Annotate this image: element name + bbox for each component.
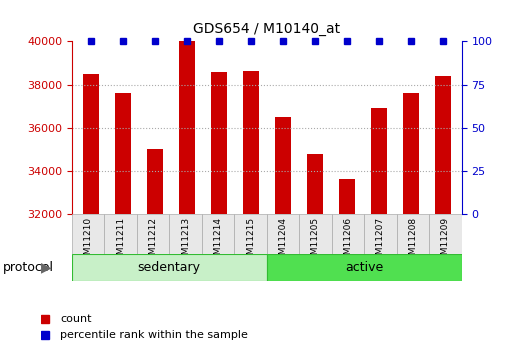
Bar xyxy=(307,154,323,214)
Bar xyxy=(267,214,299,254)
Bar xyxy=(397,214,429,254)
Bar xyxy=(137,214,169,254)
Bar xyxy=(211,71,227,214)
Text: GSM11214: GSM11214 xyxy=(213,217,223,266)
Bar xyxy=(115,93,131,214)
Text: GSM11209: GSM11209 xyxy=(441,217,450,266)
Text: GSM11212: GSM11212 xyxy=(149,217,157,266)
Bar xyxy=(202,214,234,254)
Text: GSM11205: GSM11205 xyxy=(311,217,320,266)
Bar xyxy=(339,179,354,214)
Bar xyxy=(299,214,332,254)
Text: GSM11207: GSM11207 xyxy=(376,217,385,266)
Bar xyxy=(364,214,397,254)
Bar xyxy=(403,93,419,214)
Bar xyxy=(72,254,267,281)
Text: GSM11204: GSM11204 xyxy=(279,217,287,266)
Text: active: active xyxy=(345,261,383,274)
Text: GSM11211: GSM11211 xyxy=(116,217,125,266)
Text: sedentary: sedentary xyxy=(138,261,201,274)
Bar xyxy=(275,117,291,214)
Bar xyxy=(104,214,137,254)
Bar xyxy=(234,214,267,254)
Bar xyxy=(179,41,195,214)
Bar xyxy=(169,214,202,254)
Title: GDS654 / M10140_at: GDS654 / M10140_at xyxy=(193,22,340,36)
Bar xyxy=(243,70,259,214)
Text: GSM11206: GSM11206 xyxy=(344,217,352,266)
Text: GSM11208: GSM11208 xyxy=(408,217,418,266)
Bar xyxy=(267,254,462,281)
Text: GSM11215: GSM11215 xyxy=(246,217,255,266)
Text: count: count xyxy=(61,314,92,324)
Bar xyxy=(72,214,104,254)
Text: ▶: ▶ xyxy=(41,260,51,274)
Text: GSM11210: GSM11210 xyxy=(84,217,92,266)
Text: protocol: protocol xyxy=(3,261,53,274)
Text: percentile rank within the sample: percentile rank within the sample xyxy=(61,330,248,340)
Bar xyxy=(83,74,99,214)
Bar xyxy=(370,108,387,214)
Bar xyxy=(332,214,364,254)
Bar xyxy=(435,76,450,214)
Text: GSM11213: GSM11213 xyxy=(181,217,190,266)
Bar xyxy=(429,214,462,254)
Bar xyxy=(147,149,163,214)
